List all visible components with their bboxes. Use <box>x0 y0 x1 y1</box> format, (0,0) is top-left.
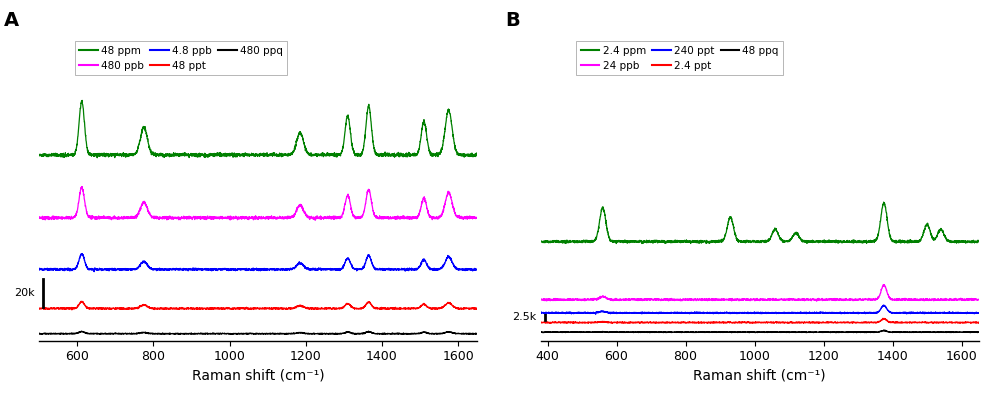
Legend: 2.4 ppm, 24 ppb, 240 ppt, 2.4 ppt, 48 ppq: 2.4 ppm, 24 ppb, 240 ppt, 2.4 ppt, 48 pp… <box>576 41 783 75</box>
Legend: 48 ppm, 480 ppb, 4.8 ppb, 48 ppt, 480 ppq: 48 ppm, 480 ppb, 4.8 ppb, 48 ppt, 480 pp… <box>75 41 287 75</box>
Text: A: A <box>4 11 19 30</box>
Text: 20k: 20k <box>14 288 35 298</box>
X-axis label: Raman shift (cm⁻¹): Raman shift (cm⁻¹) <box>693 369 826 383</box>
Text: B: B <box>506 11 520 30</box>
X-axis label: Raman shift (cm⁻¹): Raman shift (cm⁻¹) <box>191 369 324 383</box>
Text: 2.5k: 2.5k <box>512 312 537 322</box>
